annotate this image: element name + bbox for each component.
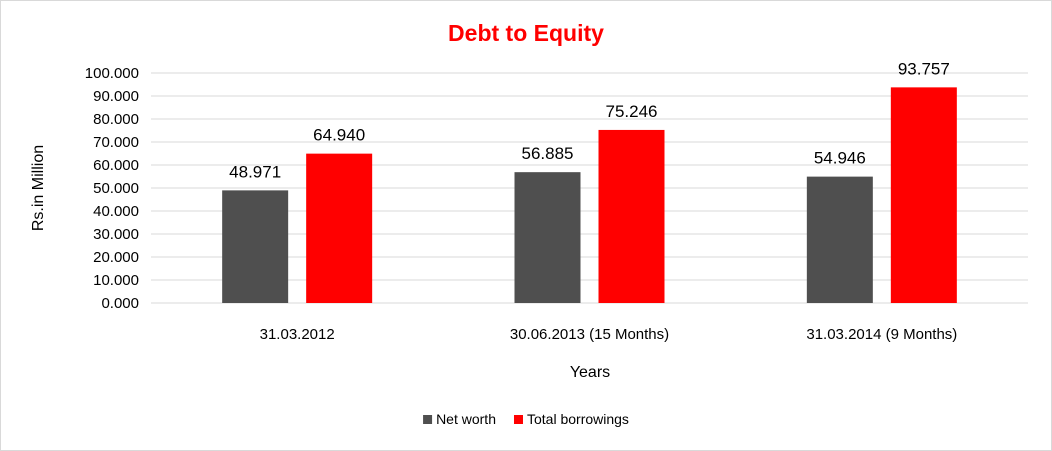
- data-label: 54.946: [814, 149, 866, 168]
- bars: [222, 87, 957, 303]
- data-label: 75.246: [606, 102, 658, 121]
- y-tick-label: 0.000: [101, 295, 139, 312]
- legend-item: Total borrowings: [513, 411, 629, 427]
- bar: [306, 153, 373, 303]
- x-category-label: 30.06.2013 (15 Months): [510, 326, 669, 343]
- bar: [514, 172, 581, 303]
- gridlines: [151, 72, 1028, 304]
- legend-label: Total borrowings: [527, 411, 629, 427]
- y-tick-label: 30.000: [93, 226, 139, 243]
- data-labels: 48.971 64.940 56.885 75.246 54.946 93.757: [229, 59, 950, 181]
- x-axis-categories: 31.03.2012 30.06.2013 (15 Months) 31.03.20…: [260, 326, 958, 343]
- bar: [890, 87, 957, 303]
- data-label: 64.940: [313, 126, 365, 145]
- legend: Net worth Total borrowings: [423, 411, 629, 427]
- y-tick-label: 80.000: [93, 111, 139, 128]
- chart-title: Debt to Equity: [448, 20, 604, 46]
- bar: [806, 176, 873, 303]
- bar: [598, 129, 665, 303]
- x-axis-title: Years: [570, 364, 610, 381]
- data-label: 56.885: [522, 144, 574, 163]
- y-tick-label: 90.000: [93, 88, 139, 105]
- data-label: 48.971: [229, 162, 281, 181]
- y-axis-title: Rs.in Million: [30, 145, 47, 231]
- y-tick-label: 10.000: [93, 272, 139, 289]
- x-category-label: 31.03.2014 (9 Months): [806, 326, 957, 343]
- data-label: 93.757: [898, 59, 950, 78]
- bar: [222, 190, 289, 303]
- y-tick-label: 20.000: [93, 249, 139, 266]
- legend-label: Net worth: [436, 411, 496, 427]
- y-axis-ticks: 0.000 10.000 20.000 30.000 40.000 50.000 60.00…: [85, 65, 139, 312]
- y-tick-label: 40.000: [93, 203, 139, 220]
- legend-swatch: [513, 415, 523, 424]
- y-tick-label: 70.000: [93, 134, 139, 151]
- legend-item: Net worth: [423, 411, 496, 427]
- y-tick-label: 60.000: [93, 157, 139, 174]
- y-tick-label: 50.000: [93, 180, 139, 197]
- legend-swatch: [423, 415, 433, 424]
- x-category-label: 31.03.2012: [260, 326, 335, 343]
- y-tick-label: 100.000: [85, 65, 139, 82]
